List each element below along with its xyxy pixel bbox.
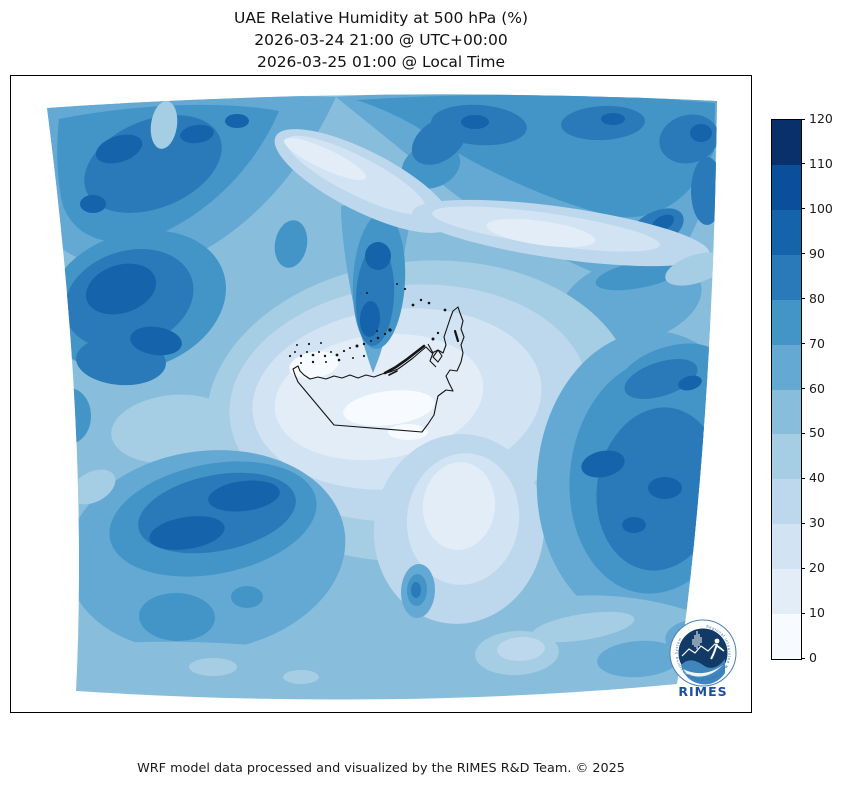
rimes-logo-wave: [681, 659, 725, 685]
colorbar-tick-label: 120: [809, 111, 833, 127]
colorbar: [771, 119, 802, 660]
colorbar-segment: [772, 434, 801, 480]
chart-subtitle-utc: 2026-03-24 21:00 @ UTC+00:00: [254, 31, 508, 49]
colorbar-segment: [772, 299, 801, 345]
rimes-logo: Regional Integrated Multi-Hazard Early W…: [669, 619, 737, 699]
uae-inland-line: [427, 343, 437, 368]
colorbar-segment: [772, 164, 801, 210]
uae-border-outline: [292, 306, 465, 433]
colorbar-segment: [772, 479, 801, 525]
colorbar-tick-mark: [801, 612, 805, 614]
uae-border-path: [292, 306, 465, 433]
colorbar-tick-label: 60: [809, 380, 825, 396]
colorbar-tick-label: 90: [809, 245, 825, 261]
colorbar-segment: [772, 209, 801, 255]
island-dots: [288, 283, 447, 364]
colorbar-tick-label: 80: [809, 290, 825, 306]
colorbar-tick-mark: [801, 253, 805, 255]
colorbar-tick-mark: [801, 163, 805, 165]
rimes-logo-mountain-line: [681, 643, 723, 657]
colorbar-segment: [772, 524, 801, 570]
chart-subtitle-local: 2026-03-25 01:00 @ Local Time: [256, 53, 506, 71]
colorbar-tick-mark: [801, 567, 805, 569]
colorbar-tick-label: 20: [809, 560, 825, 576]
colorbar-tick-label: 70: [809, 335, 825, 351]
contour-field: [47, 94, 717, 700]
colorbar-tick-mark: [801, 118, 805, 120]
colorbar-tick-label: 40: [809, 470, 825, 486]
colorbar-tick-mark: [801, 208, 805, 210]
colorbar-tick-mark: [801, 432, 805, 434]
chart-title: UAE Relative Humidity at 500 hPa (%): [233, 9, 529, 27]
colorbar-segment: [772, 254, 801, 300]
colorbar-segment: [772, 389, 801, 435]
colorbar-segment: [772, 614, 801, 660]
colorbar-tick-mark: [801, 388, 805, 389]
coastal-city-marks: [383, 329, 460, 376]
humidity-map: Regional Integrated Multi-Hazard Early W…: [47, 94, 737, 700]
colorbar-tick-label: 110: [809, 156, 833, 172]
colorbar-tick-mark: [801, 298, 805, 300]
rimes-logo-wordmark: RIMES: [678, 684, 727, 699]
credit-text: WRF model data processed and visualized …: [137, 761, 625, 776]
chart-title-block: UAE Relative Humidity at 500 hPa (%) 202…: [10, 7, 752, 73]
colorbar-tick-mark: [801, 657, 805, 659]
colorbar-tick-mark: [801, 477, 805, 479]
colorbar-tick-label: 30: [809, 515, 825, 531]
colorbar-tick-mark: [801, 343, 805, 345]
colorbar-segment: [772, 569, 801, 615]
colorbar-segment: [772, 344, 801, 390]
colorbar-tick-mark: [801, 522, 805, 524]
rimes-logo-swoosh: [683, 665, 723, 677]
map-axes-frame: Regional Integrated Multi-Hazard Early W…: [10, 75, 752, 713]
colorbar-ticks: 0 10 20 30 40 50 60 70 80 90 100 110 120: [801, 111, 844, 665]
colorbar-tick-label: 0: [809, 650, 817, 666]
rimes-logo-waveform-icon: [692, 631, 702, 649]
uae-enclave-line: [432, 349, 443, 363]
colorbar-tick-label: 10: [809, 605, 825, 621]
colorbar-tick-label: 100: [809, 201, 833, 217]
rimes-logo-figure: [710, 638, 725, 660]
colorbar-segment: [772, 120, 801, 165]
colorbar-tick-label: 50: [809, 425, 825, 441]
